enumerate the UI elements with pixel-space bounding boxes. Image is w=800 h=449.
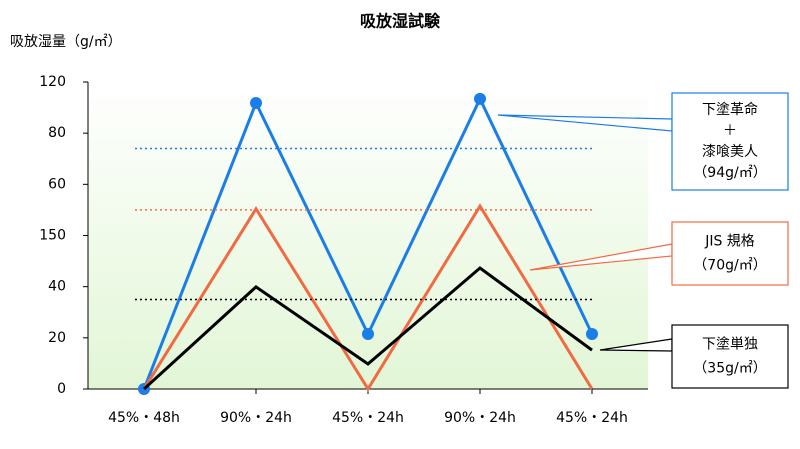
callout-text: JIS 規格 bbox=[704, 233, 755, 249]
y-tick-label: 40 bbox=[48, 279, 66, 295]
callout-text: （94g/㎡） bbox=[693, 165, 766, 181]
y-tick-label: 150 bbox=[39, 228, 66, 244]
callout-text: ＋ bbox=[723, 123, 737, 139]
point bbox=[362, 327, 374, 340]
series-line bbox=[142, 203, 594, 392]
point bbox=[474, 92, 486, 105]
callout-text: 下塗革命 bbox=[702, 101, 758, 118]
y-tick-label: 60 bbox=[48, 176, 66, 192]
callout-text: （35g/㎡） bbox=[693, 361, 766, 377]
series-line bbox=[142, 266, 593, 391]
x-tick-label: 45%・24h bbox=[556, 410, 628, 426]
callout-text: （70g/㎡） bbox=[693, 258, 766, 274]
callout-text: 下塗単独 bbox=[702, 335, 758, 352]
x-tick-label: 45%・48h bbox=[108, 410, 180, 426]
point bbox=[250, 96, 262, 109]
callout-text: 漆喰美人 bbox=[702, 144, 758, 160]
callout-box bbox=[671, 221, 789, 286]
y-tick-label: 20 bbox=[48, 330, 66, 346]
x-tick-label: 90%・24h bbox=[444, 410, 516, 426]
x-tick-label: 90%・24h bbox=[220, 410, 292, 426]
point bbox=[586, 327, 598, 340]
x-tick-label: 45%・24h bbox=[332, 410, 404, 426]
y-tick-label: 80 bbox=[48, 125, 66, 141]
y-axis-label: 吸放湿量（g/㎡） bbox=[10, 34, 122, 50]
y-tick-label: 0 bbox=[57, 381, 66, 397]
y-tick-label: 120 bbox=[39, 74, 66, 90]
callout-box bbox=[671, 92, 789, 191]
chart-title: 吸放湿試験 bbox=[360, 12, 441, 31]
callout-box bbox=[671, 324, 789, 389]
